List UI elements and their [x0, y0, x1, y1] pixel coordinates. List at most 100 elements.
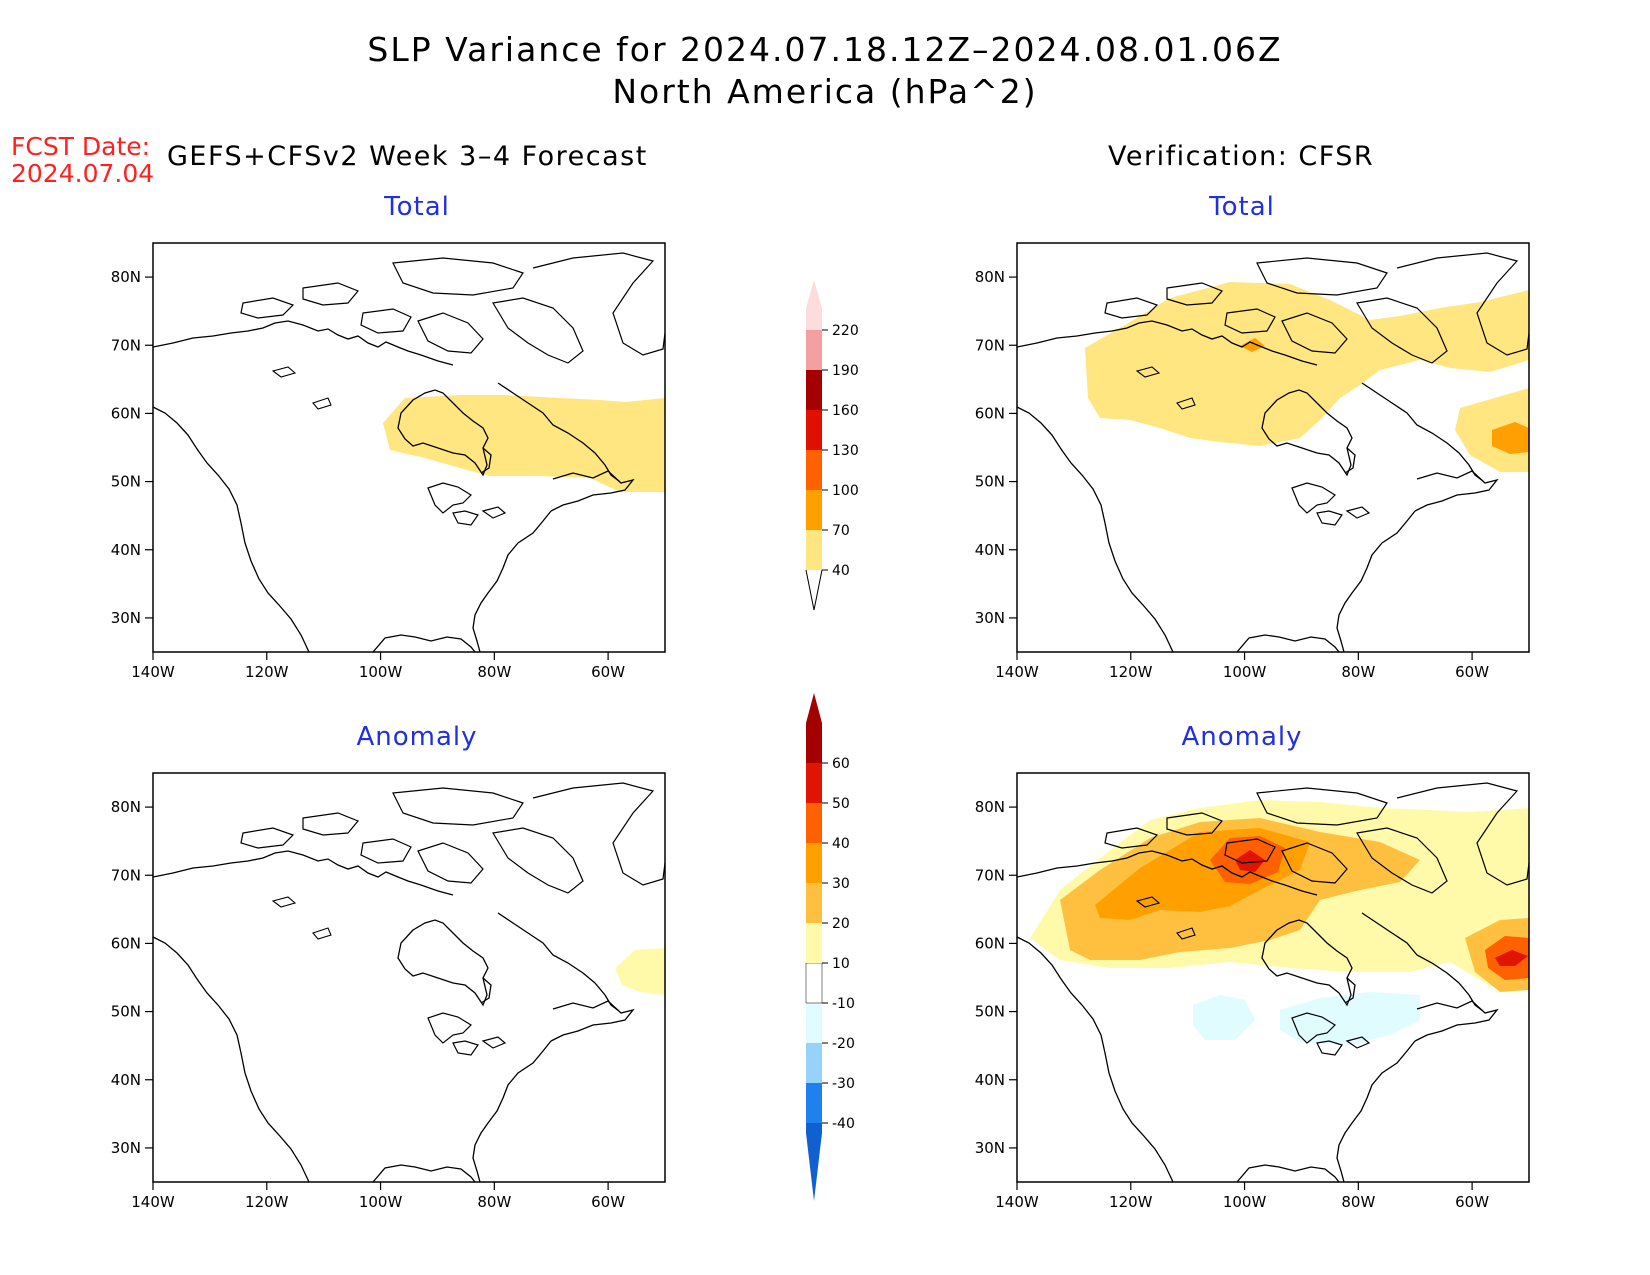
cbar-total-seg: [806, 330, 822, 370]
lon-tick-label: 140W: [995, 663, 1039, 681]
cbar-total-label: 100: [832, 483, 859, 499]
lat-tick-label: 40N: [111, 541, 141, 559]
cbar-total-label: 130: [832, 443, 859, 459]
lon-tick-label: 60W: [591, 663, 625, 681]
lat-tick-label: 60N: [975, 934, 1005, 952]
cbar-anom-seg: [806, 923, 822, 963]
lat-tick-label: 80N: [111, 268, 141, 286]
colorbar-anomaly: -40 -30 -20 -10 10 20 30 40 50 60: [805, 693, 855, 1201]
fc-anomaly-frame: [152, 772, 666, 1183]
lat-tick-label: 30N: [975, 1139, 1005, 1157]
cbar-total-label: 190: [832, 363, 859, 379]
lon-tick-label: 140W: [995, 1193, 1039, 1211]
lat-tick-label: 60N: [111, 404, 141, 422]
fc-total-shade-40: [383, 395, 665, 492]
lat-tick-label: 80N: [975, 798, 1005, 816]
lon-tick-label: 100W: [1223, 1193, 1267, 1211]
vf-anomaly-title: Anomaly: [1181, 722, 1303, 752]
forecast-header: GEFS+CFSv2 Week 3–4 Forecast: [167, 141, 648, 172]
vf-total-frame: [1016, 242, 1530, 653]
cbar-total-seg: [806, 370, 822, 410]
fcst-date-label: FCST Date:: [11, 132, 151, 161]
fc-anomaly-shade-10: [615, 948, 665, 995]
lon-tick-label: 120W: [1109, 1193, 1153, 1211]
lat-tick-label: 70N: [111, 336, 141, 354]
lat-tick-label: 30N: [975, 609, 1005, 627]
cbar-anom-label: 10: [832, 956, 850, 972]
main-title-line1: SLP Variance for 2024.07.18.12Z–2024.08.…: [367, 30, 1283, 69]
lon-tick-label: 80W: [1341, 663, 1375, 681]
cbar-anom-seg: [806, 763, 822, 803]
cbar-anom-seg: [805, 962, 823, 1004]
cbar-anom-label: 60: [832, 756, 850, 772]
vf-total-shade-70-arctic: [1240, 338, 1265, 352]
fc-total-frame: [152, 242, 666, 653]
fc-anomaly-panel: [152, 772, 666, 1183]
lon-tick-label: 60W: [591, 1193, 625, 1211]
cbar-total-label: 220: [832, 323, 859, 339]
vf-total-shade-70-labrador: [1492, 422, 1529, 454]
lat-tick-label: 50N: [111, 1003, 141, 1021]
vf-anomaly-frame: [1016, 772, 1530, 1183]
lon-tick-label: 80W: [1341, 1193, 1375, 1211]
fc-anomaly-title: Anomaly: [356, 722, 478, 752]
lat-tick-label: 40N: [975, 541, 1005, 559]
vf-anomaly-shade-neg10-west: [1193, 995, 1255, 1040]
lon-tick-label: 100W: [359, 1193, 403, 1211]
cbar-total-seg: [806, 490, 822, 530]
cbar-anom-label: 30: [832, 876, 850, 892]
fcst-date-value: 2024.07.04: [11, 159, 155, 188]
cbar-total-seg: [806, 410, 822, 450]
cbar-anom-label: -30: [832, 1076, 855, 1092]
lat-tick-label: 30N: [111, 1139, 141, 1157]
cbar-total-label: 40: [832, 563, 850, 579]
lat-tick-label: 70N: [975, 866, 1005, 884]
cbar-anom-seg: [806, 1083, 822, 1123]
vf-anomaly-panel: [1016, 772, 1530, 1183]
lon-tick-label: 120W: [245, 1193, 289, 1211]
lon-tick-label: 140W: [131, 1193, 175, 1211]
vf-anomaly-shade-50-labrador: [1495, 950, 1528, 966]
cbar-anom-label: -40: [832, 1116, 855, 1132]
lon-tick-label: 100W: [1223, 663, 1267, 681]
cbar-anom-label: -20: [832, 1036, 855, 1052]
lon-tick-label: 80W: [477, 663, 511, 681]
cbar-total-label: 160: [832, 403, 859, 419]
lat-tick-label: 50N: [111, 473, 141, 491]
cbar-anom-seg: [806, 1043, 822, 1083]
cbar-anom-seg: [806, 883, 822, 923]
cbar-anom-seg: [806, 1123, 822, 1201]
lat-tick-label: 80N: [111, 798, 141, 816]
cbar-anom-label: 20: [832, 916, 850, 932]
lat-tick-label: 50N: [975, 1003, 1005, 1021]
lon-tick-label: 140W: [131, 663, 175, 681]
cbar-anom-seg: [806, 1003, 822, 1043]
cbar-total-label: 70: [832, 523, 850, 539]
vf-total-title: Total: [1209, 192, 1275, 222]
lat-tick-label: 80N: [975, 268, 1005, 286]
vf-total-shade-40-north: [1085, 282, 1529, 446]
cbar-total-seg: [806, 530, 822, 570]
fc-total-title: Total: [384, 192, 450, 222]
cbar-anom-seg: [806, 803, 822, 843]
lon-tick-label: 80W: [477, 1193, 511, 1211]
vf-anomaly-shade-neg10-east: [1280, 992, 1420, 1045]
vf-anomaly-shade-50: [1235, 850, 1265, 872]
cbar-total-lower-tri: [805, 569, 823, 611]
lat-tick-label: 30N: [111, 609, 141, 627]
lon-tick-label: 100W: [359, 663, 403, 681]
lat-tick-label: 60N: [111, 934, 141, 952]
axes-layer: 80N 70N 60N 50N 40N 30N 140W 120W 100W 80W 60W 80N 7…: [111, 268, 1490, 1211]
lon-tick-label: 60W: [1455, 663, 1489, 681]
cbar-anom-seg: [806, 693, 822, 763]
lat-tick-label: 40N: [111, 1071, 141, 1089]
cbar-anom-label: 50: [832, 796, 850, 812]
vf-total-panel: [1016, 242, 1530, 653]
cbar-total-seg: [806, 450, 822, 490]
lat-tick-label: 60N: [975, 404, 1005, 422]
main-title-line2: North America (hPa^2): [612, 72, 1038, 111]
lon-tick-label: 120W: [245, 663, 289, 681]
lat-tick-label: 40N: [975, 1071, 1005, 1089]
lat-tick-label: 70N: [975, 336, 1005, 354]
